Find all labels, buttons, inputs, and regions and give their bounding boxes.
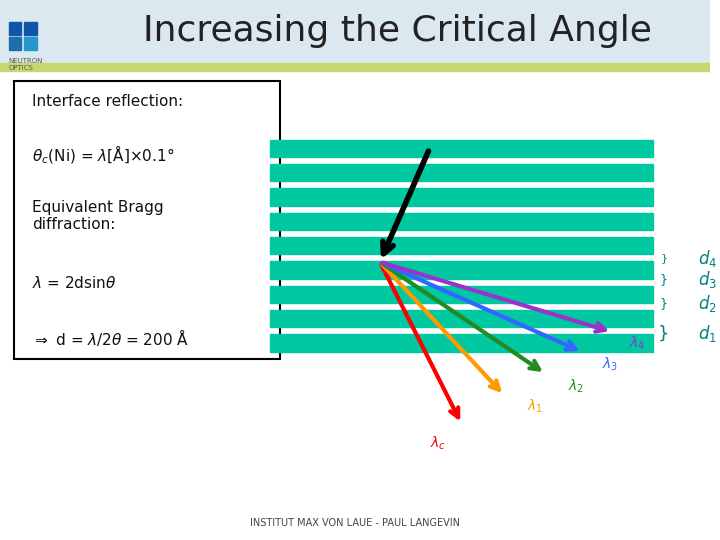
Text: d$_3$: d$_3$ xyxy=(698,269,717,291)
Bar xyxy=(270,164,653,181)
Text: $\lambda$ = 2dsin$\theta$: $\lambda$ = 2dsin$\theta$ xyxy=(32,275,117,292)
Bar xyxy=(270,334,653,352)
Text: d$_4$: d$_4$ xyxy=(698,248,717,269)
Text: }: } xyxy=(660,273,668,287)
Text: }: } xyxy=(660,253,667,264)
Bar xyxy=(24,37,37,50)
Bar xyxy=(270,213,653,230)
Text: }: } xyxy=(658,325,670,342)
Text: d$_2$: d$_2$ xyxy=(698,293,717,314)
Text: INSTITUT MAX VON LAUE - PAUL LANGEVIN: INSTITUT MAX VON LAUE - PAUL LANGEVIN xyxy=(250,518,460,528)
Text: $\lambda_4$: $\lambda_4$ xyxy=(629,335,646,352)
Bar xyxy=(270,188,653,206)
Bar xyxy=(0,63,710,71)
Text: $\lambda_1$: $\lambda_1$ xyxy=(527,397,543,415)
Text: NEUTRON
OPTICS: NEUTRON OPTICS xyxy=(9,58,43,71)
Text: Interface reflection:: Interface reflection: xyxy=(32,94,183,110)
Bar xyxy=(14,81,281,359)
Text: Increasing the Critical Angle: Increasing the Critical Angle xyxy=(143,15,652,48)
Bar xyxy=(270,310,653,327)
Text: $\lambda_2$: $\lambda_2$ xyxy=(568,377,584,395)
Text: Equivalent Bragg
diffraction:: Equivalent Bragg diffraction: xyxy=(32,200,163,232)
Text: d$_1$: d$_1$ xyxy=(698,323,717,344)
Bar xyxy=(24,22,37,35)
Bar xyxy=(0,0,710,64)
Bar xyxy=(9,37,22,50)
Bar xyxy=(9,22,22,35)
Bar xyxy=(270,140,653,157)
Bar xyxy=(270,286,653,303)
Text: }: } xyxy=(660,297,668,310)
Bar xyxy=(270,237,653,254)
Text: $\lambda_3$: $\lambda_3$ xyxy=(602,356,618,373)
Text: $\lambda_c$: $\lambda_c$ xyxy=(430,434,446,451)
Bar xyxy=(270,261,653,279)
Text: $\Rightarrow$ d = $\lambda$/2$\theta$ = 200 Å: $\Rightarrow$ d = $\lambda$/2$\theta$ = … xyxy=(32,327,189,348)
Text: $\theta_c$(Ni) = $\lambda$[Å]$\times$0.1°: $\theta_c$(Ni) = $\lambda$[Å]$\times$0.1… xyxy=(32,143,174,165)
